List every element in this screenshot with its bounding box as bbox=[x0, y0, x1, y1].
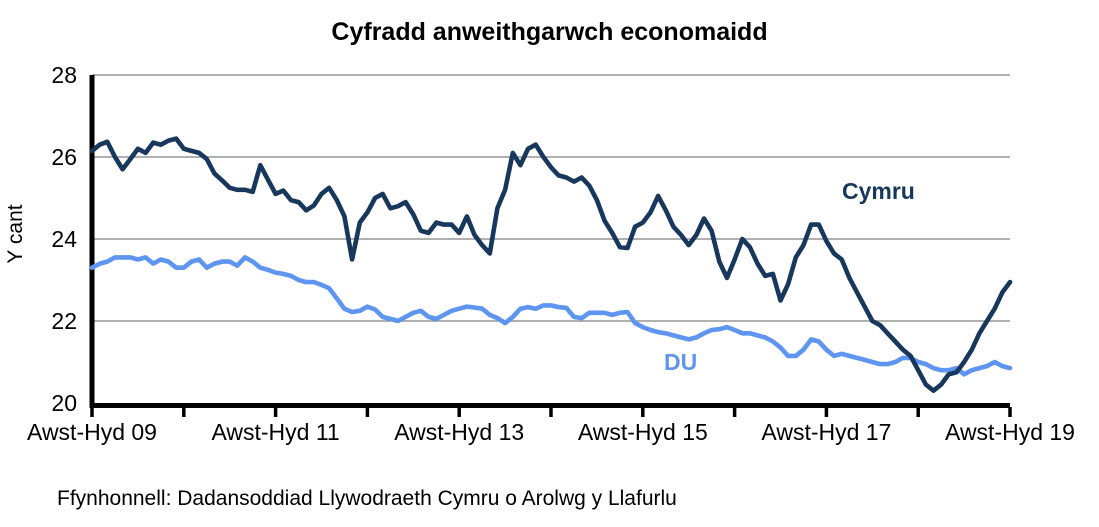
x-tick-label-4: Awst-Hyd 17 bbox=[761, 419, 891, 445]
chart-title: Cyfradd anweithgarwch economaidd bbox=[331, 18, 768, 46]
y-tick-label-20: 20 bbox=[51, 390, 77, 416]
x-tick-label-1: Awst-Hyd 11 bbox=[211, 419, 339, 445]
x-tick-label-0: Awst-Hyd 09 bbox=[27, 419, 157, 445]
series-label-cymru: Cymru bbox=[842, 178, 915, 204]
y-tick-label-22: 22 bbox=[51, 308, 77, 334]
source-attribution: Ffynhonnell: Dadansoddiad Llywodraeth Cy… bbox=[57, 487, 677, 510]
x-tick-label-5: Awst-Hyd 19 bbox=[945, 419, 1075, 445]
du-line bbox=[89, 255, 1013, 377]
y-tick-label-28: 28 bbox=[51, 62, 77, 88]
series-label-du: DU bbox=[664, 349, 698, 375]
y-tick-label-24: 24 bbox=[51, 226, 77, 252]
x-tick-label-2: Awst-Hyd 13 bbox=[394, 419, 524, 445]
cymru-line bbox=[89, 136, 1013, 394]
y-tick-label-26: 26 bbox=[51, 144, 77, 170]
x-tick-label-3: Awst-Hyd 15 bbox=[578, 419, 708, 445]
